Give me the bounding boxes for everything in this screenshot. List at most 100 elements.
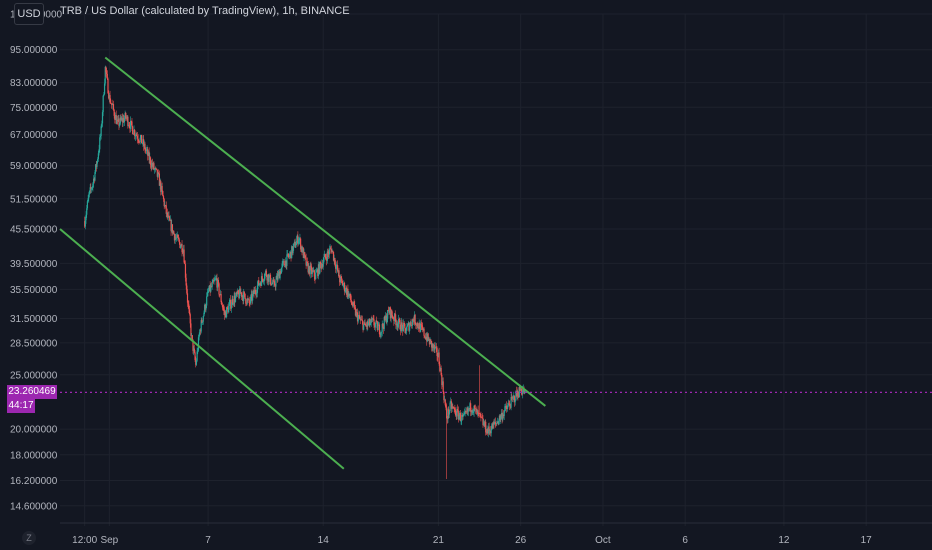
bar-countdown-label: 44:17 xyxy=(7,399,35,414)
candle-body xyxy=(92,178,95,184)
candle-body xyxy=(441,381,444,386)
candle-body xyxy=(291,246,293,254)
candle-body xyxy=(151,162,154,167)
candle-body xyxy=(158,173,161,186)
candle-body xyxy=(163,199,165,207)
candle-body xyxy=(95,164,97,173)
channel-drawings[interactable] xyxy=(59,56,546,470)
candle-body xyxy=(407,323,409,325)
candle-body xyxy=(463,414,465,416)
candle-body xyxy=(230,304,232,309)
candle-body xyxy=(334,264,337,269)
candle-body xyxy=(435,346,437,348)
candle-body xyxy=(108,95,110,99)
candle-body xyxy=(125,117,128,119)
candle-body xyxy=(192,339,194,351)
candle-body xyxy=(237,290,239,294)
candle-body xyxy=(182,249,184,253)
candle-body xyxy=(367,321,369,326)
candle-body xyxy=(267,274,270,282)
candle-body xyxy=(469,403,471,410)
candle-body xyxy=(154,169,156,170)
candle-body xyxy=(211,282,213,287)
candle-body xyxy=(193,348,195,351)
candle-body xyxy=(500,413,503,416)
candle-body xyxy=(275,279,277,287)
candle-body xyxy=(329,248,331,250)
candle-body xyxy=(343,282,345,286)
candle-body xyxy=(395,318,397,326)
candle-body xyxy=(380,332,382,336)
candle-body xyxy=(394,313,396,319)
candle-body xyxy=(467,408,469,412)
candle-body xyxy=(352,305,354,307)
candle-body xyxy=(483,422,485,426)
candle-body xyxy=(444,399,446,406)
candle-body xyxy=(412,319,414,321)
candle-body xyxy=(167,215,169,218)
candle-body xyxy=(503,411,505,417)
candle-body xyxy=(111,104,113,106)
candle-body xyxy=(354,307,357,316)
candle-body xyxy=(332,250,334,252)
candle-body xyxy=(347,288,349,297)
price-tick-label: 16.200000 xyxy=(10,476,58,487)
candle-body xyxy=(376,321,379,331)
candle-body xyxy=(396,323,398,327)
candle-body xyxy=(376,320,378,322)
candle-body xyxy=(198,335,200,338)
candle-body xyxy=(426,336,428,342)
candle-body xyxy=(191,335,193,337)
candle-body xyxy=(378,324,380,326)
candle-body xyxy=(330,248,332,250)
candle-body xyxy=(382,326,385,329)
candle-body xyxy=(473,405,475,412)
candle-body xyxy=(524,389,526,394)
candle-body xyxy=(186,285,188,294)
candle-body xyxy=(371,318,373,320)
price-tick-label: 67.000000 xyxy=(10,130,58,141)
candle-body xyxy=(494,421,496,424)
candle-body xyxy=(114,114,117,121)
timezone-icon[interactable]: Z xyxy=(22,531,36,545)
candle-body xyxy=(297,239,300,244)
candle-body xyxy=(493,422,495,425)
candle-body xyxy=(268,276,270,282)
candle-body xyxy=(332,251,335,261)
candle-body xyxy=(106,72,108,74)
candle-body xyxy=(475,408,477,410)
time-scale[interactable]: 12:00 Sep 7 14 21 26 Oct 6 12 17 xyxy=(72,535,872,546)
time-tick-label: 12:00 xyxy=(72,535,97,546)
candle-body xyxy=(126,116,128,119)
candle-body xyxy=(423,328,425,336)
candle-body xyxy=(244,293,246,299)
candle-body xyxy=(516,391,518,396)
candle-body xyxy=(313,270,315,272)
candle-body xyxy=(353,302,355,306)
currency-button[interactable]: USD xyxy=(14,3,44,25)
candle-body xyxy=(186,293,189,303)
candle-body xyxy=(128,125,130,126)
candle-body xyxy=(356,312,359,322)
candle-body xyxy=(406,326,408,331)
candle-body xyxy=(147,151,150,156)
candle-body xyxy=(252,293,254,301)
candle-body xyxy=(246,299,248,305)
candle-body xyxy=(201,321,204,323)
candle-body xyxy=(146,149,148,151)
candle-body xyxy=(418,323,420,329)
candle-body xyxy=(312,270,314,272)
candle-body xyxy=(369,319,371,325)
candle-body xyxy=(296,235,298,241)
candle-body xyxy=(272,280,274,284)
price-tick-label: 28.500000 xyxy=(10,338,58,349)
candle-body xyxy=(382,323,384,327)
candle-body xyxy=(182,252,184,253)
candle-body xyxy=(132,126,134,134)
candle-body xyxy=(337,270,339,272)
candle-body xyxy=(84,221,86,227)
candle-body xyxy=(239,288,241,299)
candle-body xyxy=(495,423,497,424)
candle-body xyxy=(178,239,180,243)
